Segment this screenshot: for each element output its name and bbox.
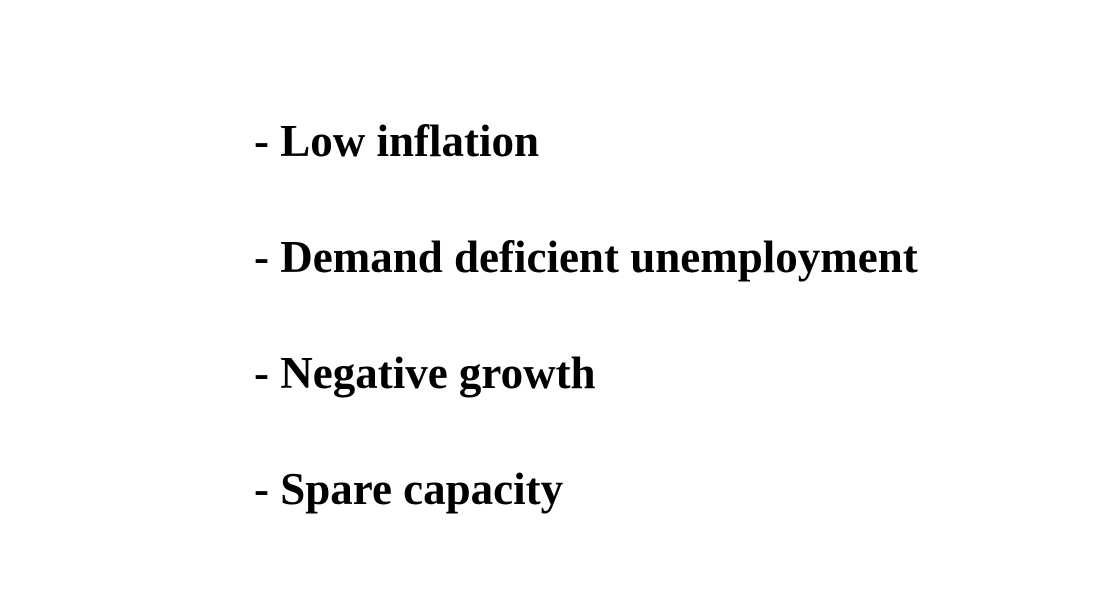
bullet-spare-capacity: - Spare capacity (254, 464, 564, 514)
bullet-demand-deficient-unemployment: - Demand deficient unemployment (254, 232, 918, 282)
bullet-list: - Low inflation - Demand deficient unemp… (254, 112, 918, 518)
bullet-low-inflation: - Low inflation (254, 116, 540, 166)
bullet-negative-growth: - Negative growth (254, 348, 596, 398)
